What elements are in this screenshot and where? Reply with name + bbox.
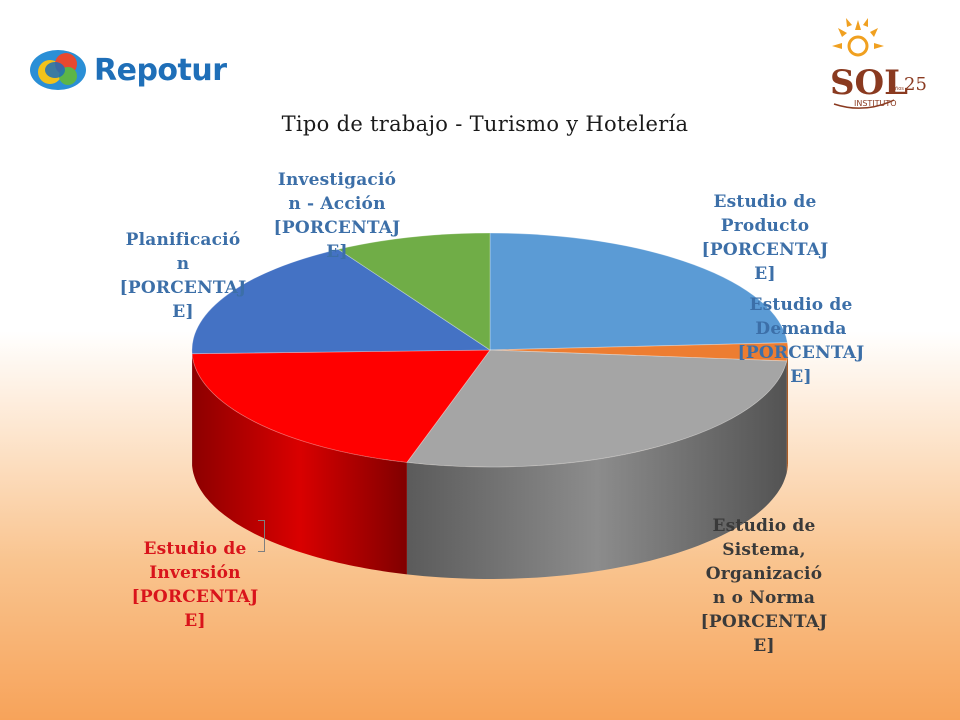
slice-label-line: E] — [184, 611, 206, 631]
pie-slice-estudio-de-producto — [489, 232, 788, 351]
pie-slice-estudio-de-demanda — [489, 342, 789, 362]
slice-label-producto: Estudio de Producto [PORCENTAJ E] — [690, 190, 840, 286]
slice-label-line: Estudio de — [143, 539, 247, 559]
slice-label-line: Estudio de — [713, 192, 817, 212]
sol-logo-text: SOL — [830, 63, 908, 103]
slice-label-line: [PORCENTAJ — [700, 612, 828, 632]
slice-label-planificacion: Planificació n [PORCENTAJ E] — [108, 228, 258, 324]
pie-slice-investigacion-accion — [337, 232, 491, 351]
slice-label-line: E] — [790, 367, 812, 387]
slice-label-line: [PORCENTAJ — [273, 218, 401, 238]
slice-label-line: E] — [326, 242, 348, 262]
slice-label-line: Investigació — [277, 170, 397, 190]
repotur-logo-icon — [30, 50, 86, 90]
slice-label-line: Inversión — [149, 563, 241, 583]
pie-slice-estudio-de-inversion — [191, 349, 491, 463]
sol-instituto-logo: SOL 25 años INSTITUTO — [830, 18, 927, 109]
slice-label-line: Organizació — [705, 564, 823, 584]
slice-label-investigacion: Investigació n - Acción [PORCENTAJ E] — [262, 168, 412, 264]
slice-label-line: [PORCENTAJ — [701, 240, 829, 260]
pie-slice-side-estudio-de-inversion — [192, 353, 407, 575]
slice-label-line: n - Acción — [288, 194, 386, 214]
pie-slice-side-estudio-de-sistema-organizacion-o-norma — [406, 361, 787, 579]
slice-label-line: [PORCENTAJ — [131, 587, 259, 607]
slice-label-inversion: Estudio de Inversión [PORCENTAJ E] — [115, 537, 275, 633]
slice-label-line: [PORCENTAJ — [737, 343, 865, 363]
slice-label-line: E] — [172, 302, 194, 322]
slice-label-line: E] — [754, 264, 776, 284]
repotur-logo-text: Repotur — [94, 52, 227, 88]
slice-label-demanda: Estudio de Demanda [PORCENTAJ E] — [726, 293, 876, 389]
sol-logo-number: 25 — [904, 74, 927, 95]
pie-slice-estudio-de-sistema-organizacion-o-norma — [406, 349, 788, 468]
slice-label-line: n o Norma — [712, 588, 816, 608]
slice-label-line: Estudio de — [712, 516, 816, 536]
slice-label-line: Sistema, — [722, 540, 806, 560]
chart-title: Tipo de trabajo - Turismo y Hotelería — [281, 112, 689, 136]
slice-label-sistema: Estudio de Sistema, Organizació n o Norma [P… — [684, 514, 844, 658]
slice-label-line: n — [176, 254, 190, 274]
repotur-logo: Repotur — [28, 40, 228, 100]
pie-slice-planificacion — [191, 248, 492, 355]
sol-logo-tiny: años — [892, 86, 904, 92]
slice-label-line: Estudio de — [749, 295, 853, 315]
slice-label-line: E] — [753, 636, 775, 656]
slice-label-line: Demanda — [755, 319, 847, 339]
pie-slice-side-estudio-de-demanda — [786, 350, 788, 473]
slice-label-line: Planificació — [125, 230, 241, 250]
sol-logo-sub: INSTITUTO — [854, 99, 897, 108]
slice-label-line: [PORCENTAJ — [119, 278, 247, 298]
leader-line-inversion — [258, 520, 265, 552]
slice-label-line: Producto — [720, 216, 810, 236]
